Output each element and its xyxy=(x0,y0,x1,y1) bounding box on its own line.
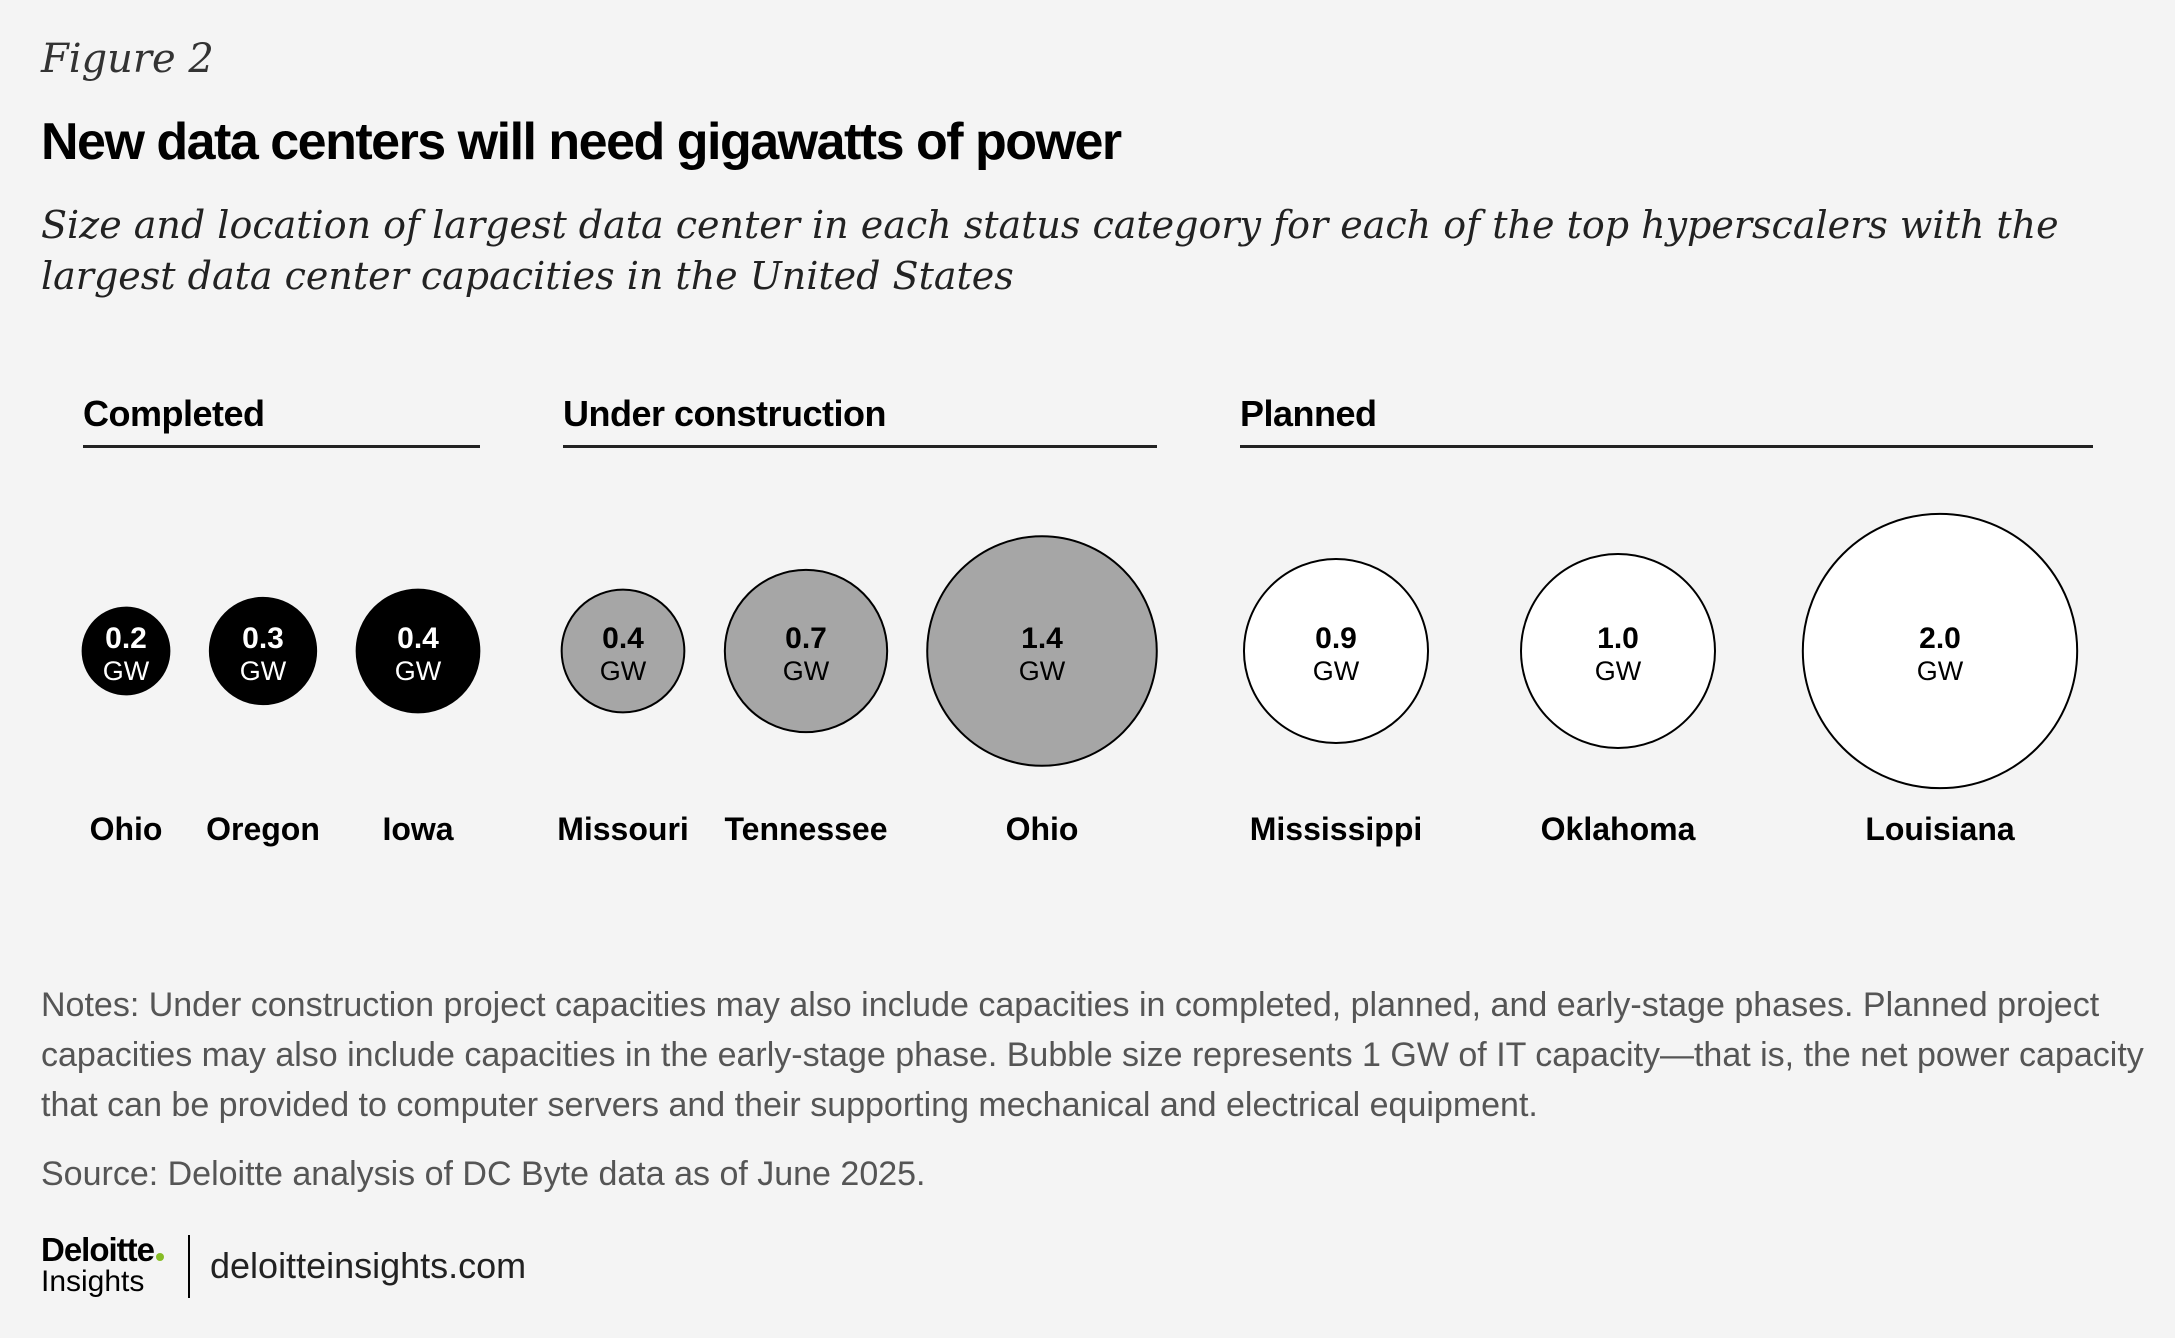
bubble-planned-oklahoma xyxy=(1520,553,1716,749)
bubble-planned-louisiana xyxy=(1801,512,2079,790)
state-label-under-construction-tennessee: Tennessee xyxy=(724,811,887,847)
group-rule-completed xyxy=(83,445,480,448)
bubble-value-under-construction-missouri: 0.4 xyxy=(602,622,644,655)
group-rule-under-construction xyxy=(563,445,1157,448)
bubble-unit-planned-oklahoma: GW xyxy=(1595,656,1642,686)
bubble-value-completed-iowa: 0.4 xyxy=(397,622,439,655)
bubble-value-under-construction-ohio: 1.4 xyxy=(1021,622,1063,655)
state-label-completed-ohio: Ohio xyxy=(90,811,163,847)
state-label-under-construction-ohio: Ohio xyxy=(1006,811,1079,847)
bubble-value-completed-ohio: 0.2 xyxy=(105,622,147,655)
bubble-under-construction-missouri xyxy=(560,588,686,714)
bubble-unit-under-construction-ohio: GW xyxy=(1019,656,1066,686)
deloitte-logo: Deloitte Insights xyxy=(41,1233,181,1297)
state-label-planned-oklahoma: Oklahoma xyxy=(1541,811,1696,847)
state-label-completed-iowa: Iowa xyxy=(382,811,453,847)
chart-title: New data centers will need gigawatts of … xyxy=(41,113,1122,171)
state-label-planned-louisiana: Louisiana xyxy=(1865,811,2015,847)
bubble-unit-completed-iowa: GW xyxy=(395,656,442,686)
bubble-completed-oregon xyxy=(208,596,318,706)
bubble-value-completed-oregon: 0.3 xyxy=(242,622,284,655)
group-label-completed: Completed xyxy=(83,393,265,434)
bubble-value-planned-oklahoma: 1.0 xyxy=(1597,622,1639,655)
bubble-under-construction-tennessee xyxy=(723,568,889,734)
logo-subtitle: Insights xyxy=(41,1265,145,1298)
logo-dot-icon xyxy=(156,1253,165,1261)
bubble-chart: 0.2GWOhio0.3GWOregon0.4GWIowa0.4GWMissou… xyxy=(81,512,2079,847)
footer-site-link[interactable]: deloitteinsights.com xyxy=(210,1245,527,1286)
bubble-unit-under-construction-missouri: GW xyxy=(600,656,647,686)
figure-label: Figure 2 xyxy=(41,36,214,82)
bubble-planned-mississippi xyxy=(1242,557,1430,745)
group-label-under-construction: Under construction xyxy=(563,393,887,434)
state-label-under-construction-missouri: Missouri xyxy=(557,811,689,847)
group-label-planned: Planned xyxy=(1240,393,1377,434)
footer-divider xyxy=(188,1235,190,1298)
bubble-unit-planned-louisiana: GW xyxy=(1917,656,1964,686)
bubble-value-under-construction-tennessee: 0.7 xyxy=(785,622,827,655)
bubble-value-planned-mississippi: 0.9 xyxy=(1315,622,1357,655)
group-rule-planned xyxy=(1240,445,2093,448)
bubble-under-construction-ohio xyxy=(926,535,1158,767)
bubble-completed-ohio xyxy=(81,606,171,696)
bubble-unit-under-construction-tennessee: GW xyxy=(783,656,830,686)
bubble-unit-completed-oregon: GW xyxy=(240,656,287,686)
state-label-completed-oregon: Oregon xyxy=(206,811,320,847)
bubble-unit-planned-mississippi: GW xyxy=(1313,656,1360,686)
chart-source: Source: Deloitte analysis of DC Byte dat… xyxy=(41,1155,926,1193)
state-label-planned-mississippi: Mississippi xyxy=(1250,811,1423,847)
bubble-completed-iowa xyxy=(355,588,481,714)
logo-wordmark: Deloitte xyxy=(41,1231,155,1268)
bubble-value-planned-louisiana: 2.0 xyxy=(1919,622,1961,655)
bubble-unit-completed-ohio: GW xyxy=(103,656,150,686)
chart-subtitle: Size and location of largest data center… xyxy=(41,203,2059,298)
chart-notes: Notes: Under construction project capaci… xyxy=(41,986,2144,1124)
